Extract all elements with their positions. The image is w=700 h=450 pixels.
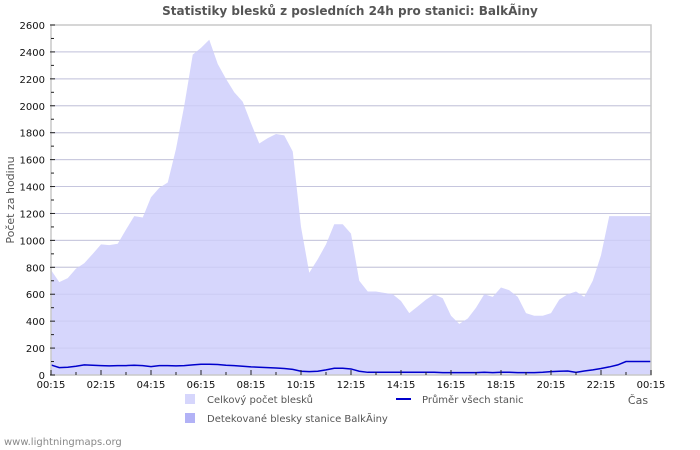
x-tick-label: 16:15 xyxy=(437,380,466,391)
data-areas xyxy=(50,24,651,376)
legend-label-total: Celkový počet blesků xyxy=(207,394,313,406)
chart-title: Statistiky blesků z posledních 24h pro s… xyxy=(162,4,538,18)
x-tick-label: 14:15 xyxy=(387,380,416,391)
legend: Celkový počet blesků Průměr všech stanic… xyxy=(185,394,524,425)
x-tick-label: 00:15 xyxy=(37,380,66,391)
y-tick-label: 2000 xyxy=(20,102,45,113)
x-tick-label: 10:15 xyxy=(287,380,316,391)
y-axis: 0 200 400 600 800 1000 1200 1400 1600 1800 2000 220… xyxy=(20,21,55,382)
y-tick-label: 1600 xyxy=(20,156,45,167)
x-axis-title: Čas xyxy=(628,394,648,407)
legend-swatch-station xyxy=(185,413,195,423)
y-tick-label: 1000 xyxy=(20,236,45,247)
x-axis: 00:15 02:15 04:15 06:15 08:15 10:15 12:15 14:15… xyxy=(37,370,666,391)
y-tick-label: 400 xyxy=(26,317,45,328)
x-tick-label: 04:15 xyxy=(137,380,166,391)
x-tick-label: 20:15 xyxy=(537,380,566,391)
legend-item-station: Detekované blesky stanice BalkÃiny xyxy=(185,412,388,425)
y-tick-label: 1800 xyxy=(20,129,45,140)
x-tick-label: 06:15 xyxy=(187,380,216,391)
y-tick-label: 200 xyxy=(26,344,45,355)
legend-label-station: Detekované blesky stanice BalkÃiny xyxy=(207,412,388,425)
x-tick-label: 12:15 xyxy=(337,380,366,391)
legend-item-total: Celkový počet blesků xyxy=(185,394,313,406)
x-tick-label: 02:15 xyxy=(87,380,116,391)
x-tick-label: 18:15 xyxy=(487,380,516,391)
y-axis-title: Počet za hodinu xyxy=(4,156,17,243)
y-tick-label: 0 xyxy=(39,371,45,382)
legend-swatch-total xyxy=(185,394,195,404)
y-tick-label: 800 xyxy=(26,263,45,274)
y-tick-label: 2400 xyxy=(20,48,45,59)
x-tick-label: 08:15 xyxy=(237,380,266,391)
legend-label-average: Průměr všech stanic xyxy=(422,394,524,406)
x-tick-label: 00:15 xyxy=(637,380,666,391)
y-tick-label: 600 xyxy=(26,290,45,301)
legend-item-average: Průměr všech stanic xyxy=(396,394,524,406)
y-tick-label: 2200 xyxy=(20,75,45,86)
x-tick-label: 22:15 xyxy=(587,380,616,391)
y-tick-label: 1400 xyxy=(20,183,45,194)
site-link[interactable]: www.lightningmaps.org xyxy=(4,437,122,448)
y-tick-label: 1200 xyxy=(20,209,45,220)
y-tick-label: 2600 xyxy=(20,21,45,32)
series-area-0 xyxy=(51,39,651,376)
